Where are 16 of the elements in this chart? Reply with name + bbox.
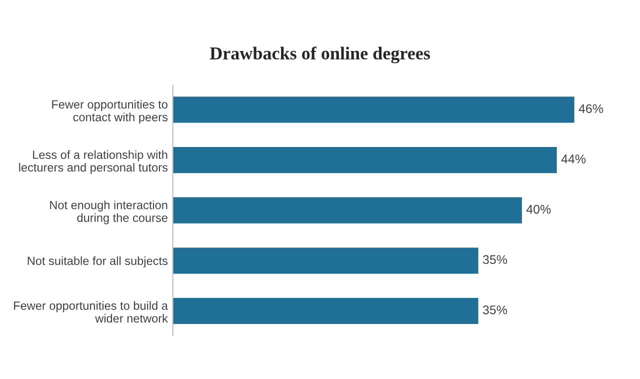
data-label: 35% bbox=[482, 255, 508, 264]
bar bbox=[172, 197, 522, 224]
y-tick-label: Not enough interaction during the course bbox=[50, 200, 168, 224]
y-tick-label: Not suitable for all subjects bbox=[28, 256, 168, 268]
bar bbox=[172, 146, 557, 174]
y-tick-label: Fewer opportunities to build a wider network bbox=[14, 301, 168, 323]
data-label: 40% bbox=[526, 204, 551, 214]
data-label: 46% bbox=[578, 104, 604, 114]
bar bbox=[172, 96, 574, 123]
chart-title: Drawbacks of online degrees bbox=[210, 46, 430, 64]
data-label: 35% bbox=[482, 305, 508, 314]
data-label: 44% bbox=[561, 154, 586, 164]
y-tick-label: Fewer opportunities to contact with peers bbox=[52, 100, 168, 124]
bar bbox=[172, 298, 478, 324]
y-tick-label: Less of a relationship with lecturers and personal tutors bbox=[19, 150, 168, 174]
bar bbox=[172, 248, 478, 274]
